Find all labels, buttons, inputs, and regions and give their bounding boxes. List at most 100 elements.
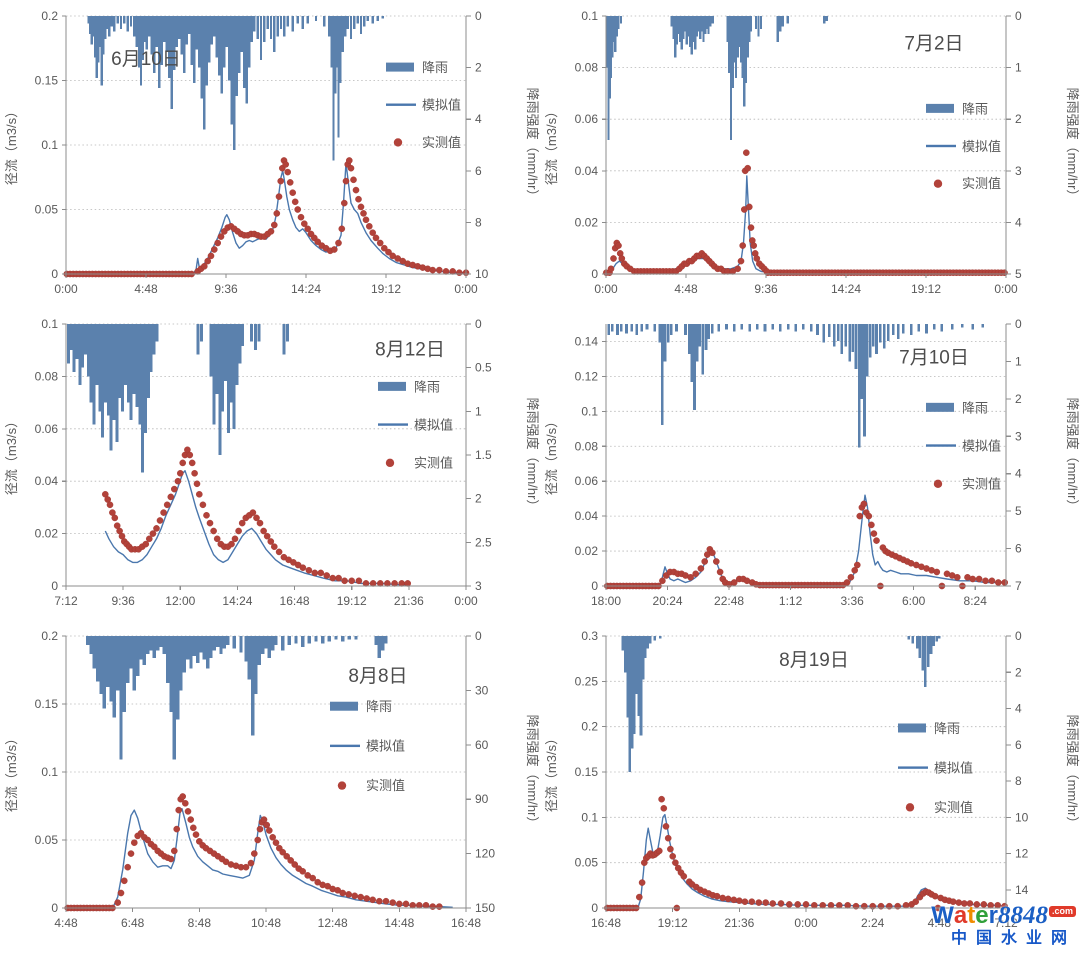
svg-text:0: 0: [51, 267, 58, 281]
svg-text:2: 2: [1015, 112, 1022, 126]
chart-title: 7月2日: [904, 34, 963, 55]
svg-text:2:24: 2:24: [861, 916, 885, 930]
svg-text:3: 3: [475, 579, 482, 593]
svg-text:60: 60: [475, 738, 489, 752]
y-axis-label-left: 径流（m3/s）: [544, 415, 559, 495]
svg-text:90: 90: [475, 792, 489, 806]
legend-line-swatch: [898, 766, 928, 769]
svg-text:0.1: 0.1: [41, 317, 58, 331]
legend-rain-swatch: [926, 402, 954, 412]
svg-text:7:12: 7:12: [54, 594, 78, 608]
chart-svg: 0 0.02 0.04 0.06 0.08 0.1 0.12 0.14 0 1 2 3 4 5 6 7 18:0…: [544, 317, 1080, 608]
svg-text:0.15: 0.15: [35, 74, 59, 88]
y-axis-label-left: 径流（m3/s）: [4, 105, 19, 185]
svg-text:1: 1: [475, 404, 482, 418]
legend-label: 模拟值: [962, 438, 1001, 453]
chart-title: 7月10日: [899, 347, 969, 368]
svg-text:19:12: 19:12: [371, 282, 401, 296]
axes: [62, 15, 471, 278]
legend-rain-swatch: [330, 701, 358, 711]
legend-label: 实测值: [934, 800, 973, 815]
simulated-line: [605, 175, 1006, 274]
observed-dots: [604, 500, 1009, 590]
tick-labels: 0 0.05 0.1 0.15 0.2 0.25 0.3 0 2 4 6 8 10 12 14 16:48 19…: [575, 629, 1029, 930]
svg-text:4:48: 4:48: [674, 282, 698, 296]
svg-text:0.1: 0.1: [581, 404, 598, 418]
y-axis-label-right: 降雨强度（mm/hr）: [525, 88, 540, 203]
svg-text:0: 0: [475, 9, 482, 23]
svg-text:0.08: 0.08: [35, 369, 59, 383]
svg-text:21:36: 21:36: [724, 916, 754, 930]
chart-title: 8月19日: [779, 650, 849, 671]
observed-dots: [64, 793, 443, 912]
chart-title: 6月10日: [111, 49, 181, 70]
svg-text:4:48: 4:48: [134, 282, 158, 296]
legend-label: 模拟值: [414, 417, 453, 432]
svg-text:6:48: 6:48: [121, 916, 145, 930]
svg-text:0.2: 0.2: [41, 9, 58, 23]
svg-text:21:36: 21:36: [394, 594, 424, 608]
svg-text:12: 12: [1015, 847, 1029, 861]
y-axis-label-left: 径流（m3/s）: [544, 105, 559, 185]
chart-svg: 0 0.05 0.1 0.15 0.2 0 30 60 90 120 150 4:48 6:48 8:48…: [4, 629, 540, 930]
svg-text:8:24: 8:24: [964, 594, 988, 608]
svg-text:0.05: 0.05: [35, 203, 59, 217]
chart-title: 8月8日: [348, 666, 407, 687]
svg-text:7: 7: [1015, 579, 1022, 593]
axes: [62, 635, 471, 912]
legend-label: 模拟值: [366, 739, 405, 754]
observed-dots: [63, 157, 470, 278]
legend-rain-swatch: [898, 723, 926, 733]
svg-text:14: 14: [1015, 883, 1029, 897]
rain-bars: [66, 324, 289, 473]
svg-text:12:48: 12:48: [318, 916, 348, 930]
simulated-line: [104, 469, 409, 586]
svg-text:2: 2: [475, 61, 482, 75]
gridlines: [66, 15, 466, 210]
watermark-letter: W: [931, 901, 954, 929]
legend-dot-swatch: [905, 803, 915, 812]
svg-text:0.04: 0.04: [575, 509, 599, 523]
watermark-brand-letters: Water: [931, 902, 998, 929]
svg-text:7:12: 7:12: [994, 916, 1018, 930]
svg-text:8: 8: [1015, 774, 1022, 788]
chart-panel-aug19: 0 0.05 0.1 0.15 0.2 0.25 0.3 0 2 4 6 8 10 12 14 16:48 19…: [540, 620, 1080, 954]
svg-text:9:36: 9:36: [214, 282, 238, 296]
svg-text:2: 2: [1015, 392, 1022, 406]
legend-label: 降雨: [422, 60, 448, 75]
svg-text:0.1: 0.1: [581, 9, 598, 23]
legend-rain-swatch: [378, 381, 406, 391]
svg-text:19:12: 19:12: [658, 916, 688, 930]
svg-text:0.25: 0.25: [575, 674, 599, 688]
svg-text:14:24: 14:24: [831, 282, 861, 296]
svg-text:0.02: 0.02: [35, 527, 59, 541]
svg-text:0:00: 0:00: [994, 282, 1018, 296]
svg-text:6: 6: [475, 164, 482, 178]
watermark-letter: a: [953, 901, 968, 929]
svg-text:0.2: 0.2: [41, 629, 58, 643]
axes: [602, 635, 1011, 912]
y-axis-label-right: 降雨强度（mm/hr）: [1065, 398, 1080, 513]
svg-text:0.04: 0.04: [35, 474, 59, 488]
svg-text:19:12: 19:12: [337, 594, 367, 608]
svg-text:0: 0: [475, 317, 482, 331]
svg-text:10: 10: [1015, 810, 1029, 824]
observed-dots: [102, 446, 412, 587]
svg-text:1: 1: [1015, 354, 1022, 368]
svg-text:0.15: 0.15: [575, 765, 599, 779]
svg-text:0: 0: [1015, 9, 1022, 23]
legend-dot-swatch: [933, 179, 943, 188]
tick-labels: 0 0.02 0.04 0.06 0.08 0.1 0 0.5 1 1.5 2 2.5 3 7:12 9:3…: [35, 317, 492, 608]
chart-title: 8月12日: [375, 339, 445, 360]
legend-line-swatch: [926, 444, 956, 447]
svg-text:0: 0: [51, 579, 58, 593]
svg-text:6: 6: [1015, 542, 1022, 556]
legend-dot-swatch: [393, 138, 403, 147]
svg-text:150: 150: [475, 901, 495, 915]
legend-label: 模拟值: [934, 760, 973, 775]
svg-text:0.02: 0.02: [575, 215, 599, 229]
